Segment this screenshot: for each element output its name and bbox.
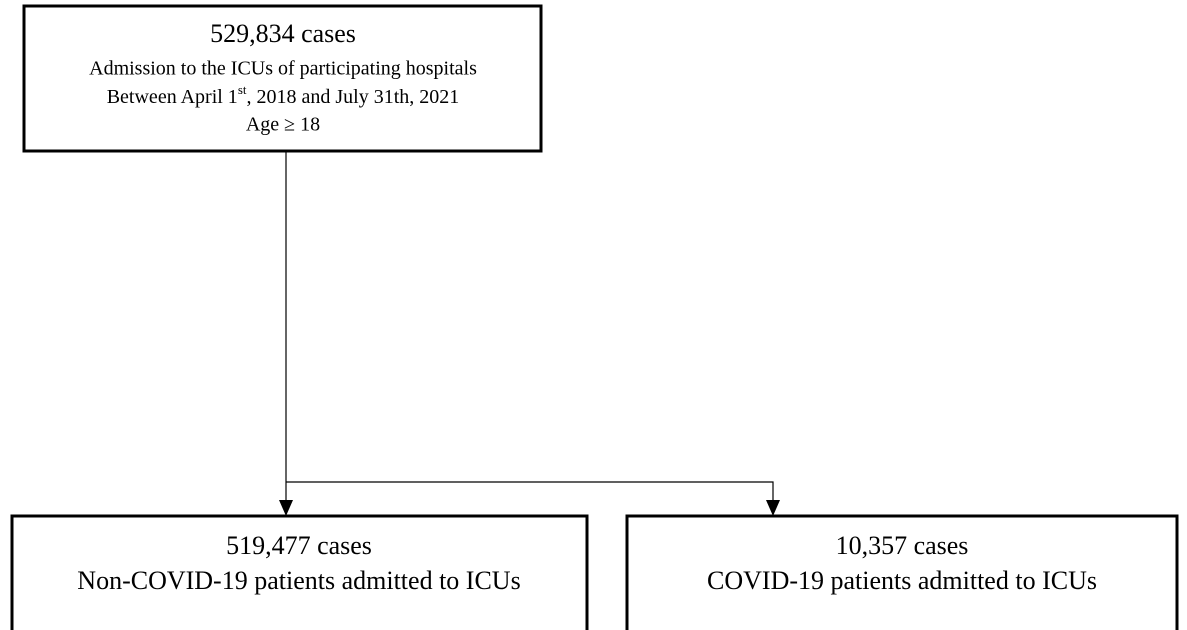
- node-count: 529,834 cases: [210, 19, 356, 48]
- node-count: 10,357 cases: [836, 531, 969, 560]
- arrowhead: [766, 500, 780, 516]
- right-box: [625, 514, 1179, 630]
- node-line: Admission to the ICUs of participating h…: [89, 58, 477, 80]
- node-line: Between April 1st, 2018 and July 31th, 2…: [107, 82, 460, 108]
- node-label: COVID-19 patients admitted to ICUs: [707, 566, 1097, 595]
- arrowhead: [279, 500, 293, 516]
- superscript: st: [238, 82, 247, 97]
- connector: [286, 481, 774, 502]
- left-box: [10, 514, 589, 630]
- node-line: Age ≥ 18: [246, 114, 320, 136]
- text-part: Between April 1: [107, 86, 238, 108]
- node-count: 519,477 cases: [226, 531, 372, 560]
- text-part: , 2018 and July 31th, 2021: [246, 86, 459, 108]
- top-box: [22, 4, 543, 153]
- node-label: Non-COVID-19 patients admitted to ICUs: [77, 566, 520, 595]
